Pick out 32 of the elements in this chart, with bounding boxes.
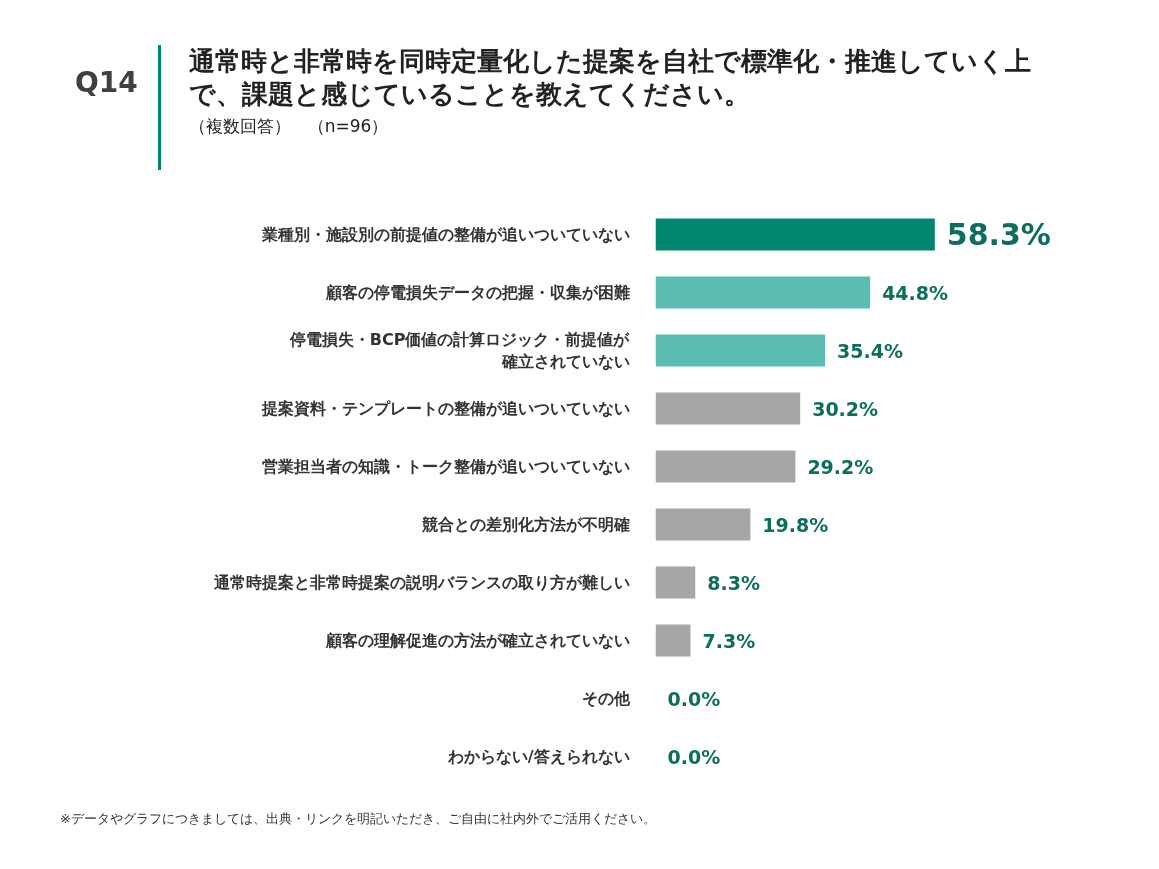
text: Q14 — [75, 45, 161, 170]
y-tick-label: 顧客の停電損失データの把握・収集が困難 — [324, 283, 630, 302]
y-tick-label: その他 — [581, 689, 631, 708]
y-tick-label: 提案資料・テンプレートの整備が追いついていない — [260, 399, 630, 418]
data-label: 0.0% — [667, 745, 721, 768]
data-label: 30.2% — [812, 397, 879, 420]
y-tick-label: 顧客の理解促進の方法が確立されていない — [324, 631, 630, 650]
data-label: 58.3% — [946, 217, 1051, 252]
bar — [655, 566, 696, 599]
y-tick-label: 営業担当者の知識・トーク整備が追いついていない — [261, 457, 630, 476]
data-label: 19.8% — [762, 513, 829, 536]
chart-title: 通常時と非常時を同時定量化した提案を自社で標準化・推進していく上で、課題と感じていることを教えてください。 — [188, 45, 1032, 110]
bar — [655, 508, 751, 541]
bar — [655, 450, 796, 483]
bar — [655, 392, 801, 425]
data-label: 29.2% — [807, 455, 874, 478]
bar — [655, 218, 935, 251]
bar — [655, 624, 691, 657]
y-tick-label: 業種別・施設別の前提値の整備が追いついていない — [260, 225, 630, 244]
text: ※データやグラフにつきましては、出典・リンクを明記いただき、ご自由に社内外でご活用ください。 — [60, 810, 656, 828]
data-label: 44.8% — [882, 281, 949, 304]
y-tick-label: 競合との差別化方法が不明確 — [420, 515, 630, 534]
y-tick-label: 停電損失・BCP価値の計算ロジック・前提値が確立されていない — [288, 329, 631, 372]
data-label: 7.3% — [702, 629, 756, 652]
text: （複数回答） （n=96） — [188, 115, 390, 138]
y-tick-label: 通常時提案と非常時提案の説明バランスの取り方が難しい — [212, 573, 630, 592]
bar — [655, 276, 871, 309]
bar — [655, 334, 826, 367]
data-label: 8.3% — [707, 571, 760, 594]
data-label: 35.4% — [837, 339, 904, 362]
data-label: 0.0% — [667, 687, 721, 710]
y-tick-label: わからない/答えられない — [446, 747, 630, 766]
